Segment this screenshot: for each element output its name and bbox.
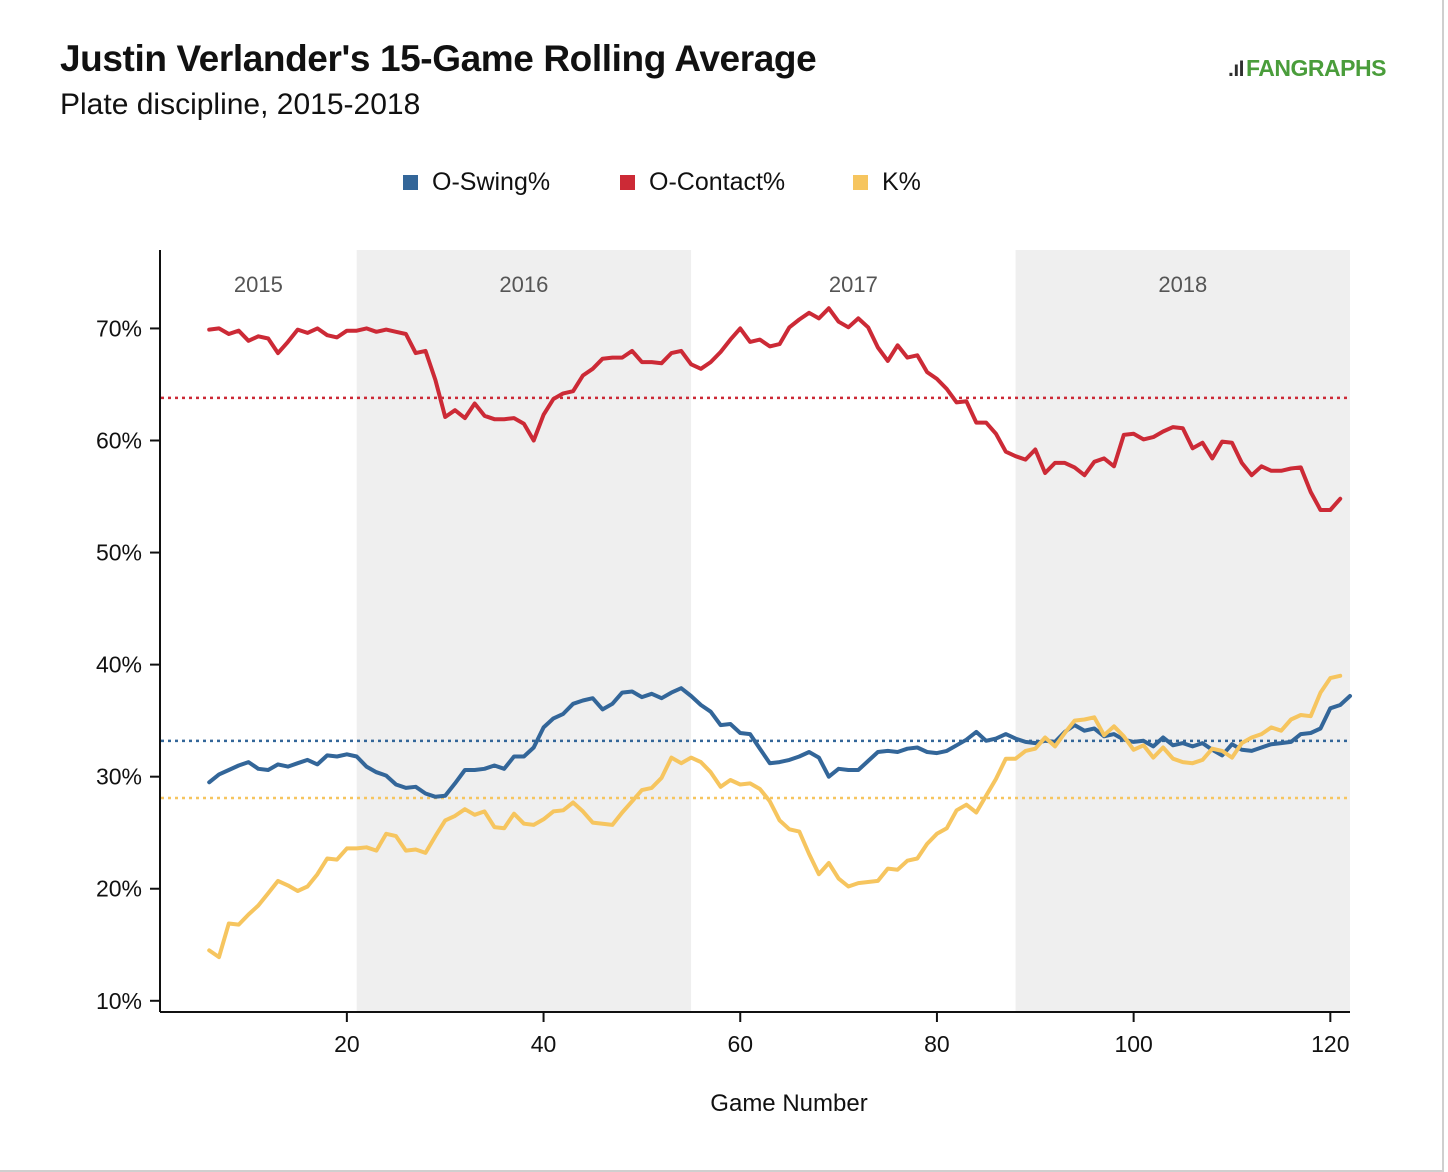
legend: O-Swing% O-Contact% K% xyxy=(0,168,1448,198)
x-tick-label-20: 20 xyxy=(334,1031,360,1057)
legend-label-o-swing: O-Swing% xyxy=(432,168,551,196)
x-tick-label-120: 120 xyxy=(1311,1031,1349,1057)
y-tick-label-40: 40% xyxy=(96,652,142,678)
y-tick-label-70: 70% xyxy=(96,315,142,341)
y-tick-label-20: 20% xyxy=(96,876,142,902)
y-tick-label-60: 60% xyxy=(96,428,142,454)
legend-label-k: K% xyxy=(882,168,921,196)
x-tick-label-60: 60 xyxy=(727,1031,753,1057)
legend-label-o-contact: O-Contact% xyxy=(649,168,786,196)
legend-item-k: K% xyxy=(853,168,921,197)
x-axis-label: Game Number xyxy=(710,1090,868,1117)
x-tick-label-80: 80 xyxy=(924,1031,950,1057)
chart-subtitle: Plate discipline, 2015-2018 xyxy=(60,88,421,121)
y-tick-label-10: 10% xyxy=(96,988,142,1014)
legend-swatch-o-contact xyxy=(620,175,635,190)
series-line-o-contact xyxy=(207,306,1343,512)
season-label-2018: 2018 xyxy=(1158,272,1207,297)
x-tick-label-40: 40 xyxy=(531,1031,557,1057)
legend-swatch-k xyxy=(853,175,868,190)
y-tick-label-50: 50% xyxy=(96,540,142,566)
season-band-2018 xyxy=(1015,250,1350,1012)
season-label-2016: 2016 xyxy=(499,272,548,297)
season-label-2017: 2017 xyxy=(829,272,878,297)
x-tick-label-100: 100 xyxy=(1114,1031,1152,1057)
fangraphs-logo: .ılFANGRAPHS xyxy=(1228,55,1386,82)
fangraphs-logo-icon: .ıl xyxy=(1228,58,1245,81)
legend-item-o-contact: O-Contact% xyxy=(620,168,785,197)
legend-item-o-swing: O-Swing% xyxy=(403,168,550,197)
y-tick-label-30: 30% xyxy=(96,764,142,790)
chart-title: Justin Verlander's 15-Game Rolling Avera… xyxy=(60,38,817,79)
season-band-2016 xyxy=(356,250,692,1012)
season-label-2015: 2015 xyxy=(234,272,283,297)
legend-swatch-o-swing xyxy=(403,175,418,190)
series-line-k xyxy=(207,673,1343,960)
fangraphs-logo-text: FANGRAPHS xyxy=(1246,55,1386,81)
series-line-o-swing xyxy=(207,686,1352,799)
